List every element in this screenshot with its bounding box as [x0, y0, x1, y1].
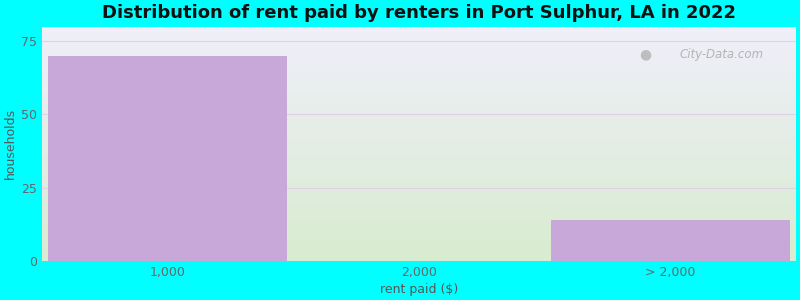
- Bar: [551, 220, 790, 261]
- Title: Distribution of rent paid by renters in Port Sulphur, LA in 2022: Distribution of rent paid by renters in …: [102, 4, 736, 22]
- X-axis label: rent paid ($): rent paid ($): [380, 283, 458, 296]
- Text: ●: ●: [639, 48, 651, 62]
- Bar: [49, 56, 287, 261]
- Text: City-Data.com: City-Data.com: [679, 48, 763, 61]
- Y-axis label: households: households: [4, 108, 17, 179]
